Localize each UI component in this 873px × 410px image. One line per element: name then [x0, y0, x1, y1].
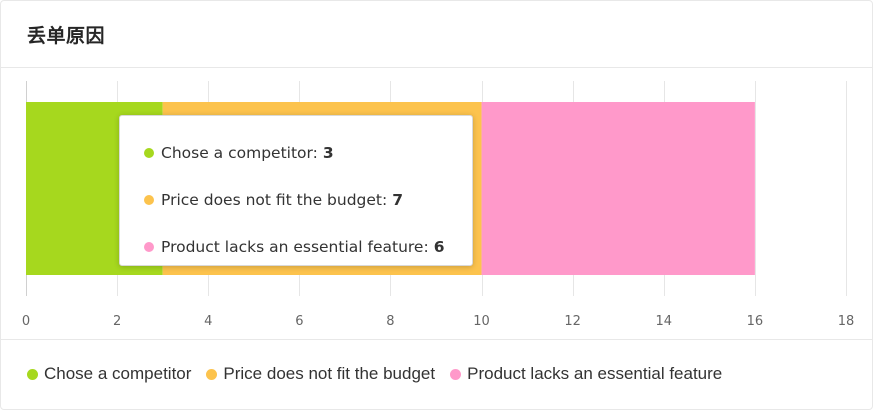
- tooltip-dot-competitor: [144, 147, 154, 158]
- tooltip-row-feature: Product lacks an essential feature: 6: [144, 223, 472, 270]
- tooltip-label-competitor: Chose a competitor:: [161, 143, 318, 162]
- tooltip-value-budget: 7: [392, 190, 404, 209]
- tooltip-value-competitor: 3: [322, 143, 334, 162]
- legend-label-budget: Price does not fit the budget: [223, 364, 436, 383]
- chart-tooltip: Chose a competitor: 3 Price does not fit…: [119, 115, 473, 266]
- x-tick-label-0: 0: [22, 314, 30, 329]
- card-header: 丢单原因: [1, 1, 872, 68]
- x-tick-label-16: 16: [747, 314, 764, 329]
- x-tick-label-6: 6: [295, 314, 303, 329]
- x-tick-label-18: 18: [838, 314, 855, 329]
- chart-legend: Chose a competitor Price does not fit th…: [1, 340, 872, 408]
- chart-area: 0 2 4 6 8 10 12 14 16 18 Chose a competitor: 3 Pr…: [1, 68, 872, 340]
- x-tick-label-14: 14: [656, 314, 673, 329]
- tooltip-row-budget: Price does not fit the budget: 7: [144, 176, 472, 223]
- x-tick-label-12: 12: [564, 314, 581, 329]
- legend-label-competitor: Chose a competitor: [44, 364, 192, 383]
- tooltip-value-feature: 6: [433, 237, 445, 256]
- legend-dot-budget: [206, 368, 218, 380]
- legend-label-feature: Product lacks an essential feature: [467, 364, 723, 383]
- x-axis-ticks: 0 2 4 6 8 10 12 14 16 18: [22, 314, 854, 329]
- tooltip-label-feature: Product lacks an essential feature:: [161, 237, 429, 256]
- bar-segment-3[interactable]: [481, 102, 755, 275]
- tooltip-label-budget: Price does not fit the budget:: [161, 190, 388, 209]
- legend-item-feature[interactable]: Product lacks an essential feature: [450, 364, 722, 384]
- legend-dot-feature: [450, 368, 462, 380]
- tooltip-row-competitor: Chose a competitor: 3: [144, 129, 472, 176]
- x-tick-label-4: 4: [204, 314, 212, 329]
- legend-item-competitor[interactable]: Chose a competitor: [27, 364, 191, 384]
- tooltip-dot-budget: [144, 194, 154, 205]
- x-tick-label-2: 2: [113, 314, 121, 329]
- x-tick-label-10: 10: [473, 314, 490, 329]
- legend-dot-competitor: [27, 368, 38, 380]
- tooltip-dot-feature: [144, 241, 154, 252]
- legend-item-budget[interactable]: Price does not fit the budget: [206, 364, 435, 384]
- card-title: 丢单原因: [27, 24, 106, 47]
- x-tick-label-8: 8: [386, 314, 394, 329]
